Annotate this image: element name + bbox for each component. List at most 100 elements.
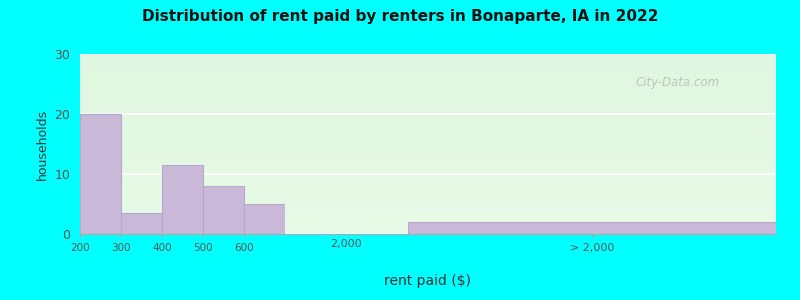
Bar [407,68,776,70]
Bar [285,61,407,63]
Bar [285,214,407,216]
Bar [80,133,285,135]
Bar [407,79,776,81]
Bar [285,198,407,200]
Bar [80,176,285,178]
Bar [285,142,407,144]
Bar [407,122,776,124]
Bar [407,76,776,77]
Bar [407,67,776,68]
Bar [407,198,776,200]
Bar [407,148,776,149]
Bar [285,131,407,133]
Bar [407,191,776,193]
Bar [80,106,285,108]
Bar [80,171,285,173]
Bar [407,130,776,131]
Bar [285,162,407,164]
Bar [80,130,285,131]
Bar [285,117,407,119]
Bar [80,158,285,160]
Bar [285,110,407,112]
Bar [80,92,285,94]
Bar [285,149,407,151]
Bar [80,95,285,97]
Bar [285,220,407,221]
Bar [285,67,407,68]
Bar [285,175,407,176]
Bar [407,209,776,211]
Bar [285,133,407,135]
Bar [285,196,407,198]
Bar [80,131,285,133]
Bar [407,106,776,108]
Bar [407,95,776,97]
Bar [407,212,776,214]
Bar [407,144,776,146]
Bar [285,63,407,65]
Bar [80,221,285,223]
Bar [80,68,285,70]
Bar [407,117,776,119]
Bar [121,213,162,234]
Bar [203,186,244,234]
Bar [407,189,776,191]
Bar [407,104,776,106]
Bar [285,72,407,74]
Bar [80,227,285,229]
Bar [285,223,407,225]
Bar [80,200,285,202]
Bar [407,166,776,167]
Bar [285,169,407,171]
Bar [285,130,407,131]
Bar [407,142,776,144]
Bar [80,203,285,205]
Bar [407,94,776,95]
Bar [285,205,407,207]
Bar [80,61,285,63]
Bar [285,180,407,182]
Bar [407,187,776,189]
Bar [80,83,285,85]
Bar [80,88,285,90]
Bar [80,86,285,88]
Bar [407,83,776,85]
Bar [285,83,407,85]
Bar [80,160,285,162]
Bar [407,115,776,117]
Bar [80,191,285,193]
Bar [407,81,776,83]
Bar [80,205,285,207]
Bar [80,54,285,56]
Bar [407,103,776,104]
Bar [407,176,776,178]
Bar [285,119,407,121]
Bar [407,153,776,155]
Bar [80,229,285,230]
Bar [80,220,285,221]
Bar [285,184,407,185]
Bar [80,149,285,151]
Bar [407,65,776,67]
Bar [407,88,776,90]
Bar [80,218,285,220]
Bar [285,211,407,212]
Bar [80,108,285,110]
Bar [407,124,776,126]
Bar [407,97,776,99]
Bar [285,140,407,142]
Bar [285,171,407,173]
Bar [285,135,407,137]
Bar [407,194,776,196]
Bar [80,59,285,61]
Bar [285,207,407,209]
Bar [285,56,407,58]
Bar [80,187,285,189]
Bar [285,85,407,86]
Bar [80,169,285,171]
Bar [407,108,776,110]
Bar [407,128,776,130]
Bar [80,212,285,214]
Bar [285,229,407,230]
Bar [285,121,407,122]
